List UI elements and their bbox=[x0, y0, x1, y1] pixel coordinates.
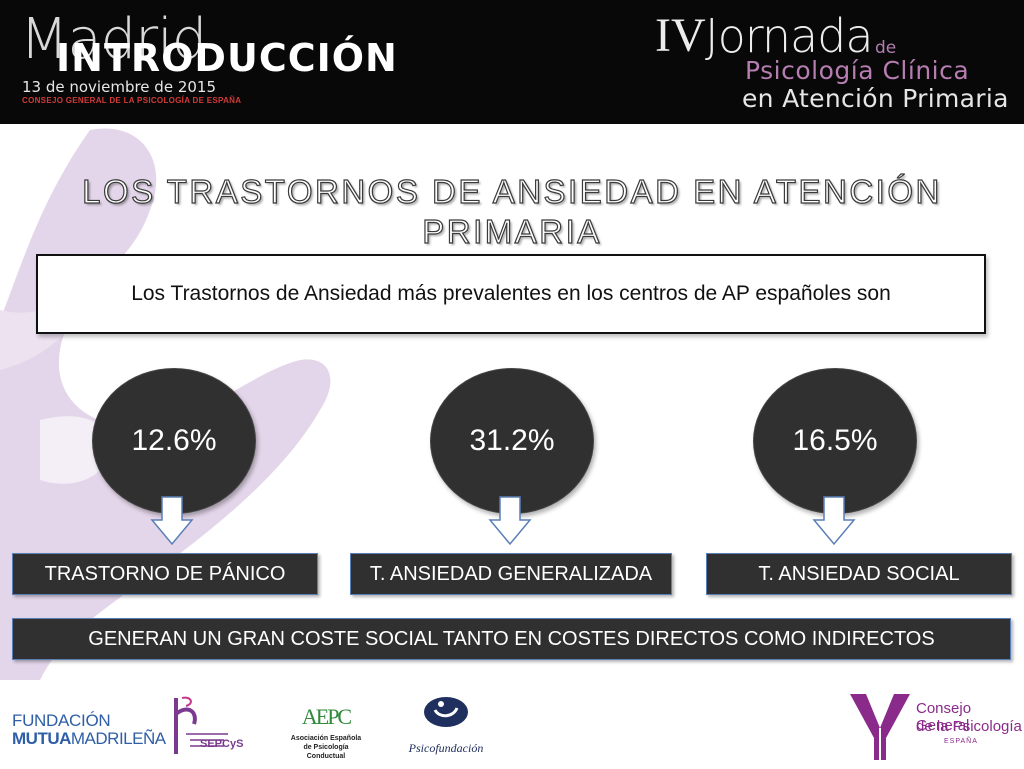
header-bar: Madrid INTRODUCCIÓN 13 de noviembre de 2… bbox=[0, 0, 1024, 124]
disorder-label-generalized: T. ANSIEDAD GENERALIZADA bbox=[350, 553, 672, 595]
psicofundacion-text: Psicofundación bbox=[408, 741, 484, 755]
aepc-logo: AEPC Asociación Española de Psicología C… bbox=[286, 700, 366, 762]
event-subtitle-1: Psicología Clínica bbox=[745, 56, 970, 85]
madrilena-text: MADRILEÑA bbox=[70, 729, 166, 748]
event-date: 13 de noviembre de 2015 bbox=[22, 78, 216, 96]
percent-value: 16.5% bbox=[792, 424, 878, 457]
percent-value: 12.6% bbox=[131, 424, 217, 457]
slide-title: LOS TRASTORNOS DE ANSIEDAD EN ATENCIÓN P… bbox=[82, 172, 942, 250]
sepcys-logo-icon bbox=[174, 696, 228, 754]
aepc-mark: AEPC bbox=[301, 704, 352, 729]
cgp-line1: Consejo General bbox=[916, 700, 972, 734]
cgp-line2: de la Psicología bbox=[916, 718, 1022, 735]
psicofundacion-logo: Psicofundación bbox=[398, 696, 494, 756]
down-arrow-icon bbox=[488, 496, 532, 546]
down-arrow-icon bbox=[812, 496, 856, 546]
psi-emblem-icon bbox=[850, 694, 910, 760]
percent-circle-social: 16.5% bbox=[753, 368, 917, 514]
fundacion-text: FUNDACIÓN bbox=[12, 711, 111, 730]
conclusion-text: GENERAN UN GRAN COSTE SOCIAL TANTO EN CO… bbox=[88, 627, 935, 650]
disorder-label-social: T. ANSIEDAD SOCIAL bbox=[706, 553, 1012, 595]
city-logo-text: Madrid bbox=[20, 7, 207, 72]
event-subtitle-2: en Atención Primaria bbox=[742, 84, 1009, 113]
cgp-line3: ESPAÑA bbox=[944, 738, 978, 745]
disorder-label-text: T. ANSIEDAD SOCIAL bbox=[758, 562, 960, 585]
event-edition: IV bbox=[655, 9, 706, 62]
section-title: INTRODUCCIÓN bbox=[56, 36, 398, 80]
aepc-line1: Asociación Española bbox=[290, 735, 362, 742]
percent-circle-panic: 12.6% bbox=[92, 368, 256, 514]
disorder-label-text: TRASTORNO DE PÁNICO bbox=[44, 562, 286, 585]
conclusion-banner: GENERAN UN GRAN COSTE SOCIAL TANTO EN CO… bbox=[12, 618, 1011, 660]
percent-value: 31.2% bbox=[469, 424, 555, 457]
percent-circle-generalized: 31.2% bbox=[430, 368, 594, 514]
fundacion-mutua-madrilena-logo: FUNDACIÓN MUTUAMADRILEÑA bbox=[12, 712, 166, 748]
event-name: Jornada bbox=[705, 9, 874, 63]
psicofundacion-emblem-icon bbox=[424, 697, 468, 727]
disorder-label-panic: TRASTORNO DE PÁNICO bbox=[12, 553, 318, 595]
aepc-line2: de Psicología Conductual bbox=[303, 744, 349, 760]
mutua-text: MUTUA bbox=[12, 729, 71, 748]
down-arrow-icon bbox=[150, 496, 194, 546]
event-name-de: de bbox=[875, 38, 897, 58]
sepcys-text: SEPCyS bbox=[200, 738, 244, 750]
consejo-general-logo: Consejo General de la Psicología ESPAÑA bbox=[846, 688, 1022, 764]
subtitle-text: Los Trastornos de Ansiedad más prevalent… bbox=[131, 282, 891, 305]
organizer-name: CONSEJO GENERAL DE LA PSICOLOGÍA DE ESPA… bbox=[22, 96, 242, 105]
disorder-label-text: T. ANSIEDAD GENERALIZADA bbox=[369, 562, 653, 585]
subtitle-box: Los Trastornos de Ansiedad más prevalent… bbox=[36, 254, 986, 334]
